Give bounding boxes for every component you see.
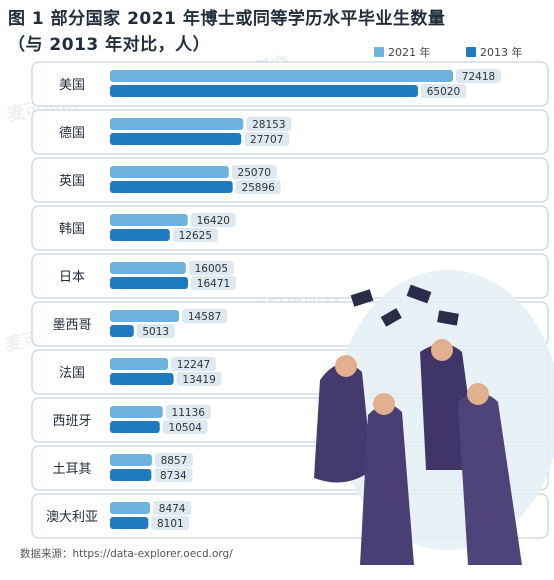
value-label: 16471 [197,278,230,290]
category-label: 德国 [59,126,85,141]
legend-swatch-2013 [466,47,476,57]
value-label-bg [154,468,193,482]
bar-2021 [110,166,229,178]
bar-2013 [110,133,242,145]
value-label-bg [171,357,217,371]
value-label: 14587 [188,311,221,323]
value-label-bg [172,228,218,242]
bar-2021 [110,118,244,130]
value-label: 25070 [238,167,271,179]
legend-label-2013: 2013 年 [480,46,523,59]
value-label-bg [136,324,175,338]
row-card [31,157,549,203]
value-label: 72418 [462,71,495,83]
bar-2013 [110,229,170,241]
value-label: 25896 [241,182,275,194]
value-label: 13419 [182,374,215,386]
graduate-figure [314,363,372,483]
value-label-bg [188,261,234,275]
value-label-bg [191,276,237,290]
value-label-bg [165,405,211,419]
legend-label-2021: 2021 年 [388,46,431,59]
value-label: 12625 [179,230,212,242]
value-label-bg [176,372,222,386]
value-label: 8734 [160,470,187,482]
bar-2013 [110,85,418,97]
bar-2013 [110,469,152,481]
value-label-bg [456,69,501,83]
value-label-bg [151,516,190,530]
bar-2013 [110,517,149,529]
value-label: 16005 [195,263,228,275]
value-label: 5013 [142,326,169,338]
source-note: 数据来源：https://data-explorer.oecd.org/ [20,548,233,560]
category-label: 英国 [59,174,85,189]
value-label-bg [153,501,192,515]
bar-2021 [110,358,169,370]
bar-2021 [110,502,151,514]
mortarboard-icon [380,308,402,327]
value-label: 12247 [177,359,210,371]
value-label: 27707 [250,134,283,146]
chart-subtitle: （与 2013 年对比，人） [8,35,211,55]
category-label: 日本 [59,270,85,285]
graduate-head [431,339,453,361]
value-label: 16420 [197,215,230,227]
graduate-head [467,383,489,405]
bar-2013 [110,325,134,337]
graduate-figure [458,393,522,565]
legend-swatch-2021 [374,47,384,57]
value-label: 11136 [172,407,206,419]
value-label: 65020 [427,86,460,98]
category-label: 墨西哥 [52,318,91,333]
bar-2013 [110,421,160,433]
graduate-head [373,393,395,415]
value-label-bg [154,453,193,467]
bar-2021 [110,310,180,322]
value-label: 8474 [159,503,186,515]
value-label-bg [231,165,277,179]
value-label-bg [182,309,228,323]
row-card [31,61,549,107]
category-label: 西班牙 [52,414,91,429]
value-label: 8101 [157,518,184,530]
mortarboard-icon [350,289,374,307]
value-label-bg [246,117,292,131]
bar-2021 [110,262,186,274]
value-label: 28153 [252,119,285,131]
chart-title: 图 1 部分国家 2021 年博士或同等学历水平毕业生数量 [8,9,446,29]
value-label-bg [190,213,236,227]
value-label-bg [244,132,290,146]
value-label-bg [162,420,208,434]
bar-2021 [110,70,453,82]
legend-item-2013: 2013 年 [466,44,523,60]
mortarboard-icon [406,284,432,304]
row-card [31,109,549,155]
bar-2013 [110,181,233,193]
row-card [31,205,549,251]
value-label-bg [420,84,466,98]
bar-2021 [110,454,152,466]
category-label: 美国 [59,78,85,93]
value-label: 8857 [161,455,188,467]
category-label: 土耳其 [52,462,91,477]
bar-2013 [110,277,189,289]
bar-2013 [110,373,174,385]
category-label: 澳大利亚 [46,509,98,525]
value-label: 10504 [169,422,203,434]
graduate-figure [360,404,414,565]
category-label: 法国 [59,366,85,381]
bar-2021 [110,214,188,226]
graduates-illustration [314,270,554,565]
category-label: 韩国 [59,222,85,237]
graduate-head [335,355,357,377]
bar-2021 [110,406,163,418]
mortarboard-icon [437,310,459,326]
legend-item-2021: 2021 年 [374,44,431,60]
value-label-bg [235,180,281,194]
